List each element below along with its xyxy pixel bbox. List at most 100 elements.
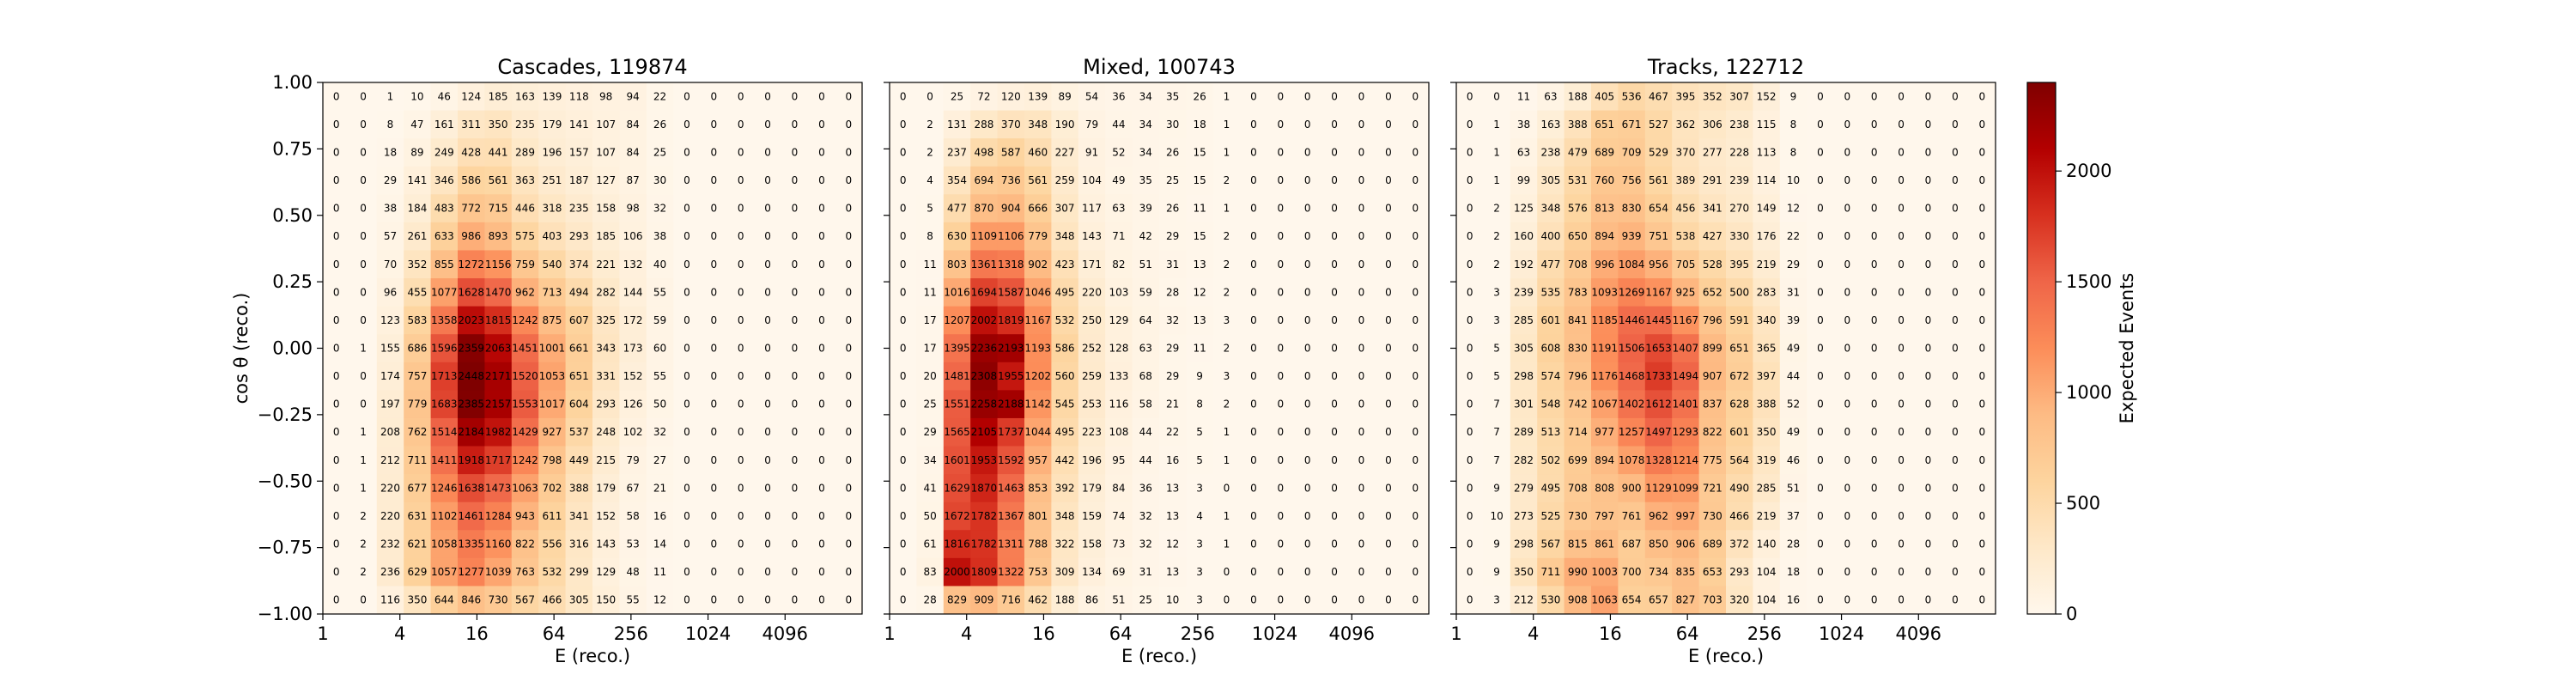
cell-value-label: 927 (542, 426, 562, 438)
cell-value-label: 348 (1028, 119, 1048, 131)
heatmap-cell (1861, 530, 1888, 559)
cell-value-label: 0 (792, 343, 799, 355)
cell-value-label: 143 (596, 538, 616, 550)
cell-value-label: 1407 (1673, 343, 1699, 355)
heatmap-cell (970, 557, 998, 587)
heatmap-cell (1186, 446, 1214, 475)
heatmap-cell (1807, 474, 1834, 503)
cell-value-label: 0 (818, 146, 825, 158)
cell-value-label: 0 (1331, 119, 1338, 131)
cell-value-label: 904 (1001, 203, 1021, 215)
cell-value-label: 0 (1844, 258, 1850, 271)
heatmap-cell (1321, 250, 1349, 279)
heatmap-cell (1456, 222, 1484, 251)
cell-value-label: 0 (818, 286, 825, 298)
cell-value-label: 174 (380, 370, 400, 382)
heatmap-cell (1159, 82, 1187, 111)
heatmap-cell (538, 417, 566, 447)
heatmap-cell (323, 334, 350, 363)
cell-value-label: 0 (710, 370, 717, 382)
cell-value-label: 365 (1757, 343, 1777, 355)
heatmap-cell (1051, 390, 1079, 419)
heatmap-cell (700, 502, 728, 531)
heatmap-cell (1159, 417, 1187, 447)
heatmap-cell (1941, 474, 1969, 503)
cell-value-label: 0 (818, 398, 825, 410)
heatmap-cell (1698, 362, 1727, 391)
heatmap-cell (323, 502, 350, 531)
heatmap-cell (1401, 306, 1430, 335)
heatmap-cell (997, 502, 1025, 531)
cell-value-label: 0 (845, 398, 852, 410)
cell-value-label: 0 (1277, 230, 1284, 242)
cell-value-label: 253 (1082, 398, 1102, 410)
heatmap-cell (781, 278, 809, 307)
heatmap-cell (538, 362, 566, 391)
heatmap-cell (376, 250, 404, 279)
cell-value-label: 2385 (458, 398, 484, 410)
heatmap-cell (1401, 222, 1430, 251)
cell-value-label: 0 (792, 90, 799, 102)
cell-value-label: 0 (1250, 370, 1257, 382)
heatmap-cell (754, 502, 782, 531)
heatmap-cell (1941, 250, 1969, 279)
heatmap-cell (997, 446, 1025, 475)
cell-value-label: 403 (542, 230, 562, 242)
heatmap-cell (1644, 557, 1673, 587)
cell-value-label: 212 (1514, 594, 1534, 606)
cell-value-label: 0 (1250, 286, 1257, 298)
cell-value-label: 54 (1085, 90, 1098, 102)
cell-value-label: 307 (1729, 90, 1749, 102)
heatmap-cell (1644, 586, 1673, 615)
heatmap-cell (1132, 82, 1160, 111)
cell-value-label: 0 (1358, 566, 1365, 578)
heatmap-cell (349, 82, 378, 111)
heatmap-cell (1105, 306, 1133, 335)
cell-value-label: 0 (1277, 482, 1284, 494)
cell-value-label: 1782 (971, 538, 998, 550)
heatmap-cell (1105, 334, 1133, 363)
heatmap-cell (808, 446, 835, 475)
cell-value-label: 0 (900, 146, 907, 158)
cell-value-label: 0 (1385, 343, 1392, 355)
heatmap-cell (1887, 278, 1916, 307)
cell-value-label: 0 (1412, 286, 1419, 298)
cell-value-label: 0 (738, 454, 744, 466)
cell-value-label: 322 (1055, 538, 1075, 550)
heatmap-cell (1267, 166, 1295, 195)
heatmap-cell (1483, 586, 1511, 615)
cell-value-label: 742 (1568, 398, 1588, 410)
cell-value-label: 0 (845, 482, 852, 494)
heatmap-cell (1537, 110, 1564, 139)
cell-value-label: 0 (764, 314, 771, 326)
cell-value-label: 0 (1304, 119, 1311, 131)
heatmap-cell (1212, 334, 1241, 363)
cell-value-label: 591 (1729, 314, 1749, 326)
cell-value-label: 0 (333, 510, 340, 522)
y-tick-label: 0.25 (272, 271, 313, 292)
heatmap-cell (1240, 306, 1267, 335)
heatmap-cell (430, 474, 459, 503)
heatmap-cell (1941, 334, 1969, 363)
heatmap-cell (1212, 250, 1241, 279)
heatmap-cell (970, 446, 998, 475)
heatmap-cell (376, 306, 404, 335)
heatmap-panel: 0 0 1 10 46 124 185 163 139 118 98 94 22 0 0 0 0 0 0 00 0 8 47… (231, 55, 863, 666)
cell-value-label: 0 (1978, 538, 1985, 550)
heatmap-cell (1159, 306, 1187, 335)
cell-value-label: 902 (1028, 258, 1048, 271)
cell-value-label: 0 (1978, 343, 1985, 355)
heatmap-cell (1105, 278, 1133, 307)
cell-value-label: 0 (764, 258, 771, 271)
cell-value-label: 350 (1757, 426, 1777, 438)
heatmap-cell (1510, 222, 1538, 251)
cell-value-label: 0 (1898, 258, 1905, 271)
heatmap-cell (1726, 557, 1753, 587)
cell-value-label: 1429 (512, 426, 538, 438)
heatmap-cell (1456, 306, 1484, 335)
heatmap-cell (511, 250, 539, 279)
cell-value-label: 689 (1703, 538, 1722, 550)
heatmap-cell (943, 138, 971, 167)
heatmap-cell (1105, 390, 1133, 419)
heatmap-cell (1753, 110, 1781, 139)
